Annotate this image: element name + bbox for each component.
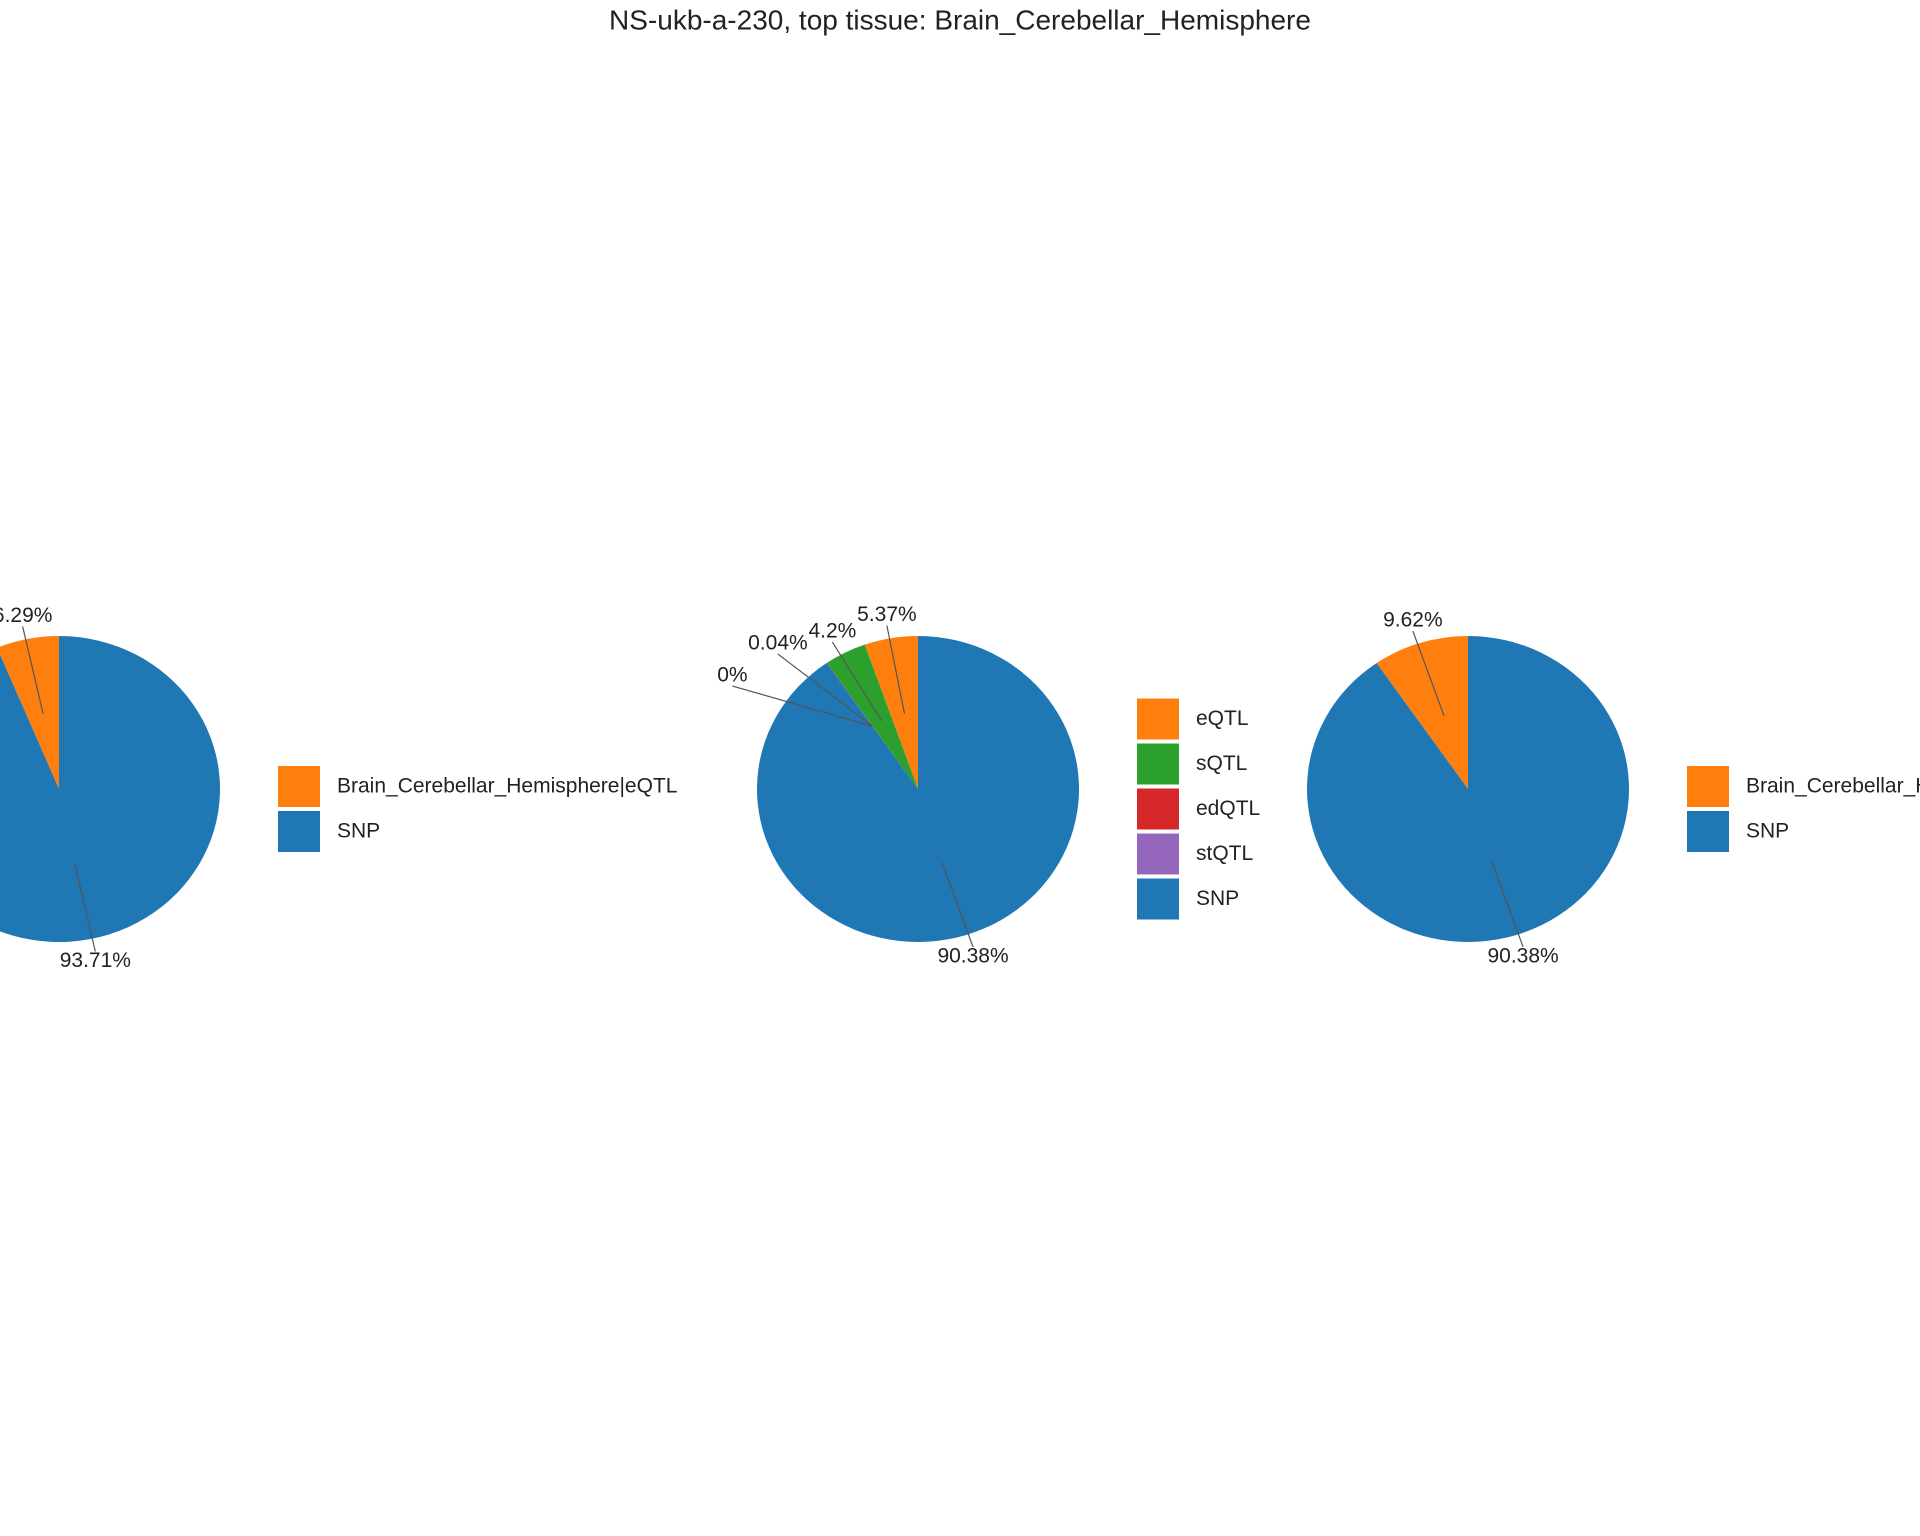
- legend-swatch: [278, 811, 320, 852]
- leader-line: [732, 685, 873, 727]
- leader-line: [831, 641, 883, 722]
- chart-title: NS-ukb-a-230, top tissue: Brain_Cerebell…: [609, 4, 1311, 35]
- slice-label: 90.38%: [937, 945, 1008, 968]
- leader-line: [941, 861, 974, 948]
- pie-slice: [1376, 636, 1468, 789]
- slice-label: 4.2%: [808, 620, 856, 643]
- legend-label: edQTL: [1196, 797, 1260, 820]
- leader-line: [22, 626, 44, 715]
- leader-line: [886, 625, 906, 714]
- slice-label: 0.04%: [748, 632, 808, 655]
- slice-label: 5.37%: [857, 603, 917, 626]
- legend-swatch: [1137, 878, 1179, 920]
- slice-label: 0%: [717, 664, 747, 687]
- legend-swatch: [1137, 788, 1179, 830]
- legend-swatch: [1137, 698, 1179, 740]
- pie-slice: [0, 636, 59, 789]
- legend-label: sQTL: [1196, 752, 1247, 775]
- legend-label: eQTL: [1196, 707, 1249, 730]
- pie-slice: [864, 636, 918, 789]
- legend-label: stQTL: [1196, 842, 1253, 865]
- legend-swatch: [1687, 811, 1729, 852]
- slice-label: 6.29%: [0, 604, 52, 627]
- legend-label: SNP: [1196, 887, 1239, 910]
- slice-label: 9.62%: [1383, 609, 1443, 632]
- pie-slice: [1306, 636, 1629, 943]
- legend-swatch: [1137, 833, 1179, 875]
- leader-line: [1412, 630, 1445, 717]
- legend-label: Brain_Cerebellar_Hemisphere|eQTL: [337, 775, 677, 798]
- pie-slice: [0, 636, 220, 942]
- legend-swatch: [1137, 743, 1179, 785]
- leader-line: [1491, 861, 1524, 948]
- slice-label: 93.71%: [60, 949, 131, 972]
- pie-slice: [757, 636, 1080, 942]
- pie-slice: [826, 644, 918, 789]
- legend-swatch: [278, 766, 320, 807]
- leader-line: [777, 653, 873, 727]
- legend-label: Brain_Cerebellar_Hemisphere|eQTL: [1746, 775, 1920, 798]
- legend-swatch: [1687, 766, 1729, 807]
- slice-label: 90.38%: [1487, 945, 1558, 968]
- leader-line: [74, 863, 96, 952]
- legend-label: SNP: [337, 820, 380, 843]
- legend-label: SNP: [1746, 820, 1789, 843]
